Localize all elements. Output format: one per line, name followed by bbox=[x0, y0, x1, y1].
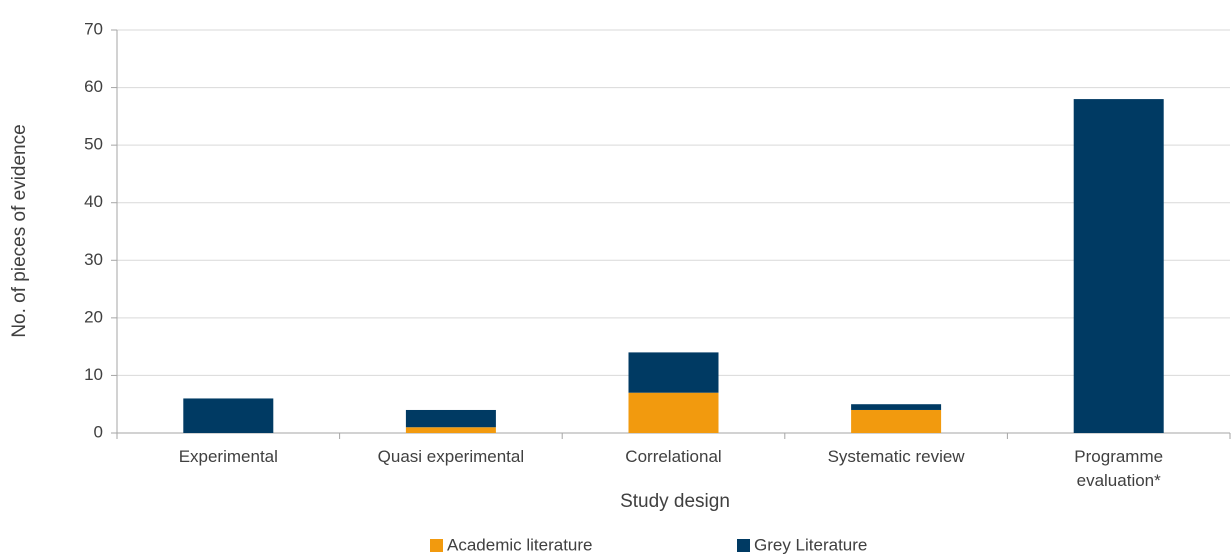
bar-segment bbox=[183, 398, 274, 433]
legend-swatch bbox=[430, 539, 443, 552]
x-tick-label: Programme evaluation* bbox=[1074, 447, 1164, 490]
y-tick-label: 30 bbox=[84, 250, 103, 269]
x-axis-title: Study design bbox=[620, 491, 730, 512]
y-tick-label: 50 bbox=[84, 135, 103, 154]
x-tick-label: Systematic review bbox=[827, 447, 965, 466]
bar-segment bbox=[851, 409, 942, 433]
y-tick-label: 70 bbox=[84, 19, 103, 38]
y-axis-title: No. of pieces of evidence bbox=[9, 124, 30, 337]
legend-label: Academic literature bbox=[447, 535, 593, 554]
legend-label: Grey Literature bbox=[754, 535, 867, 554]
x-tick-label: Correlational bbox=[625, 447, 722, 466]
x-tick-label: Experimental bbox=[178, 447, 278, 466]
bar-segment bbox=[628, 392, 719, 433]
y-tick-label: 60 bbox=[84, 77, 103, 96]
bar-segment bbox=[405, 427, 496, 433]
y-tick-label: 0 bbox=[94, 422, 103, 441]
y-tick-label: 40 bbox=[84, 192, 103, 211]
legend-swatch bbox=[737, 539, 750, 552]
x-tick-label: Quasi experimental bbox=[377, 447, 525, 466]
y-tick-label: 20 bbox=[84, 307, 103, 326]
bar-segment bbox=[1073, 99, 1164, 433]
bar-segment bbox=[405, 409, 496, 428]
y-tick-label: 10 bbox=[84, 365, 103, 384]
bar-segment bbox=[851, 404, 942, 410]
bar-segment bbox=[628, 352, 719, 393]
